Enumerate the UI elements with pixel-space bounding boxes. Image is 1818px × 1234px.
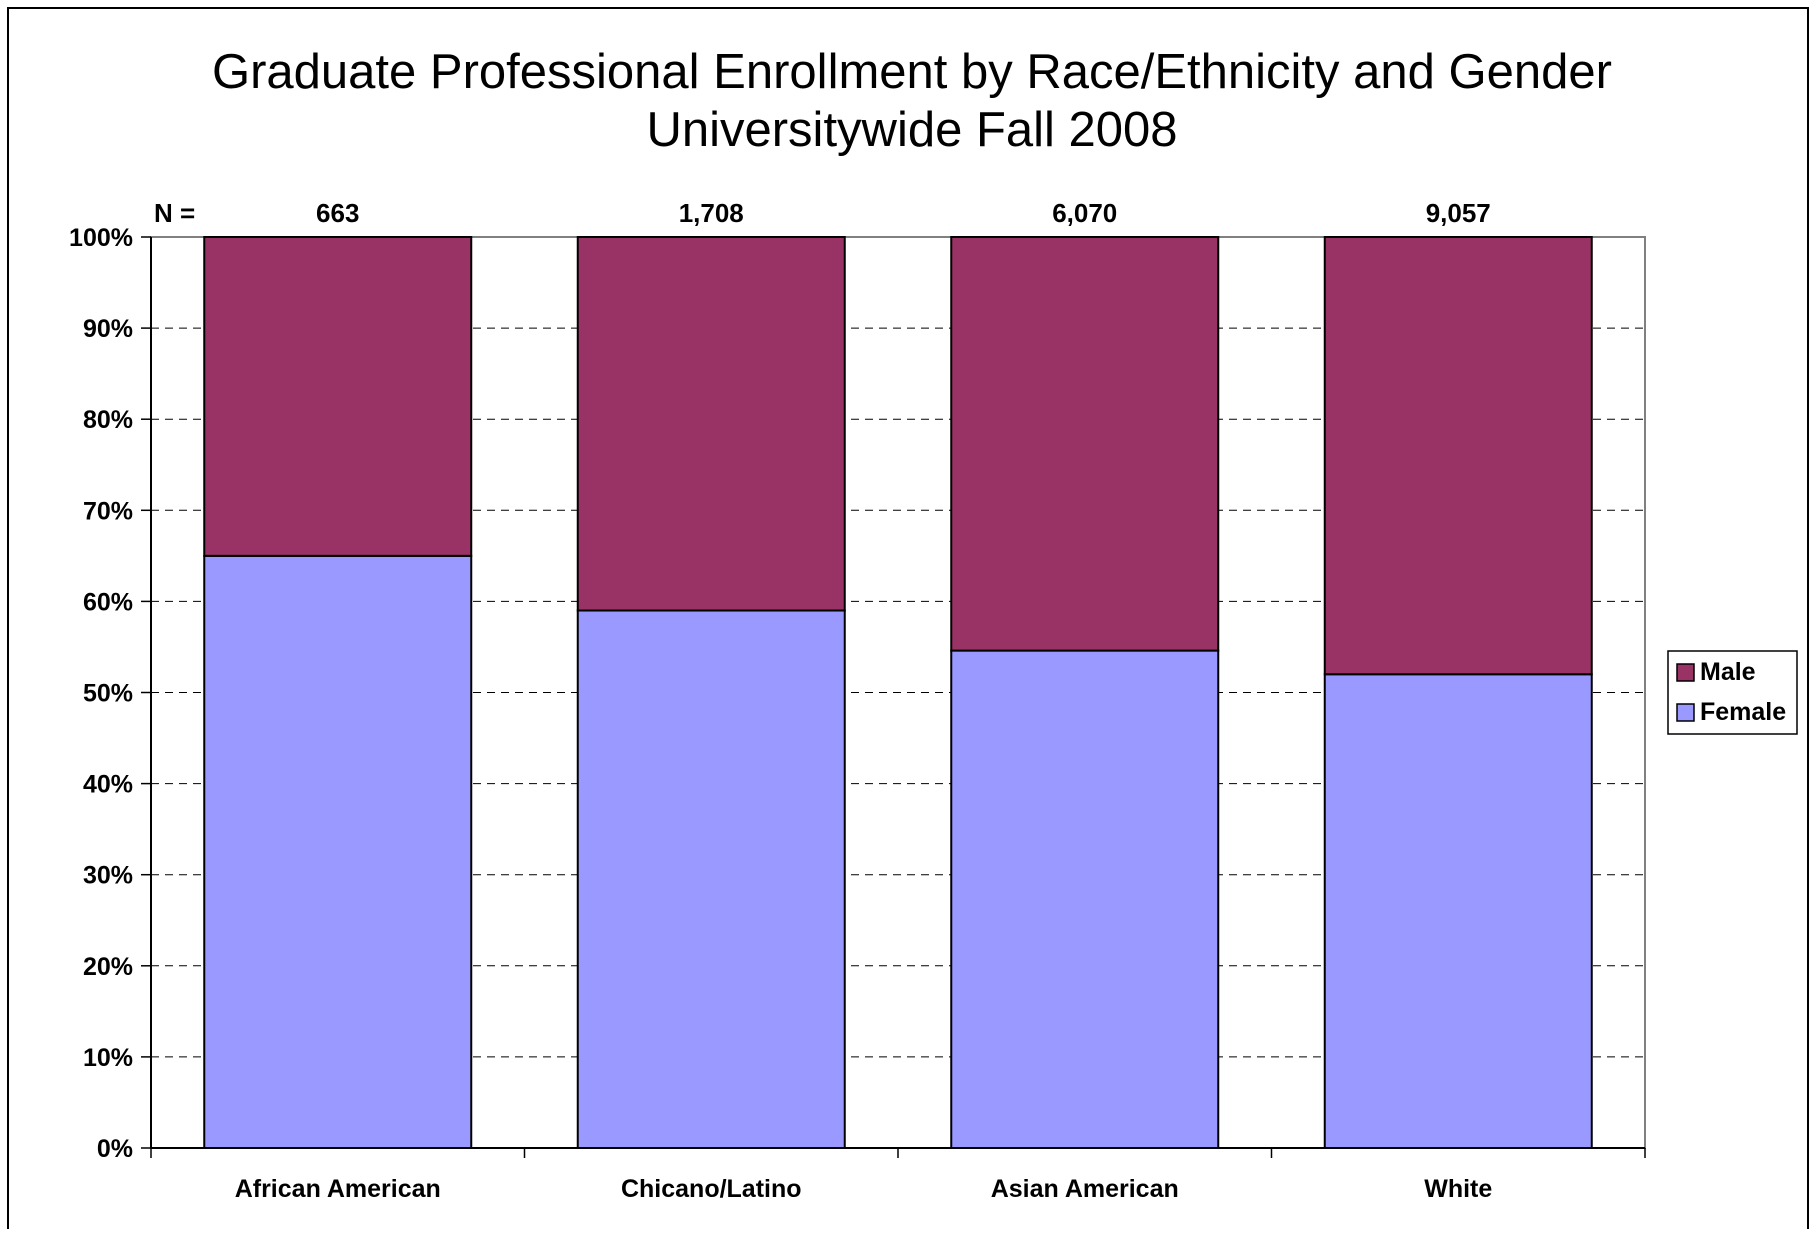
x-category-label: African American xyxy=(235,1175,441,1203)
legend-label-female: Female xyxy=(1700,698,1786,726)
y-tick-label: 20% xyxy=(83,953,133,981)
plot-area: 0% 10% 20% 30% 40% 50% 60% 70% 80% 90% 100% African… xyxy=(69,198,1798,1203)
x-category-label: Asian American xyxy=(991,1175,1179,1203)
legend-label-male: Male xyxy=(1700,658,1756,686)
y-tick-label: 80% xyxy=(83,406,133,434)
bar-female xyxy=(576,609,846,1149)
y-tick-label: 100% xyxy=(69,224,133,252)
bar-male xyxy=(576,236,846,612)
x-category-label: White xyxy=(1424,1175,1492,1203)
legend-swatch-female xyxy=(1676,703,1695,722)
bar-male xyxy=(203,236,473,557)
bar-female xyxy=(1323,673,1593,1150)
bar-female xyxy=(203,554,473,1149)
bar-female xyxy=(950,649,1220,1149)
x-category-label: Chicano/Latino xyxy=(621,1175,802,1203)
n-total-label: 6,070 xyxy=(1052,198,1117,228)
y-tick-label: 40% xyxy=(83,771,133,799)
n-total-label: 9,057 xyxy=(1426,198,1491,228)
n-total-label: 663 xyxy=(316,198,359,228)
n-label: N = xyxy=(154,198,195,228)
y-tick-label: 30% xyxy=(83,862,133,890)
bar-male xyxy=(950,236,1220,652)
y-tick-label: 70% xyxy=(83,497,133,525)
y-tick-label: 50% xyxy=(83,680,133,708)
y-tick-label: 0% xyxy=(97,1135,133,1163)
legend-swatch-male xyxy=(1676,663,1695,682)
n-total-label: 1,708 xyxy=(679,198,744,228)
chart-subtitle: Universitywide Fall 2008 xyxy=(646,103,1177,157)
bar-male xyxy=(1323,236,1593,676)
y-tick-label: 10% xyxy=(83,1044,133,1072)
y-tick-label: 60% xyxy=(83,588,133,616)
y-tick-label: 90% xyxy=(83,315,133,343)
chart-title: Graduate Professional Enrollment by Race… xyxy=(212,45,1612,99)
